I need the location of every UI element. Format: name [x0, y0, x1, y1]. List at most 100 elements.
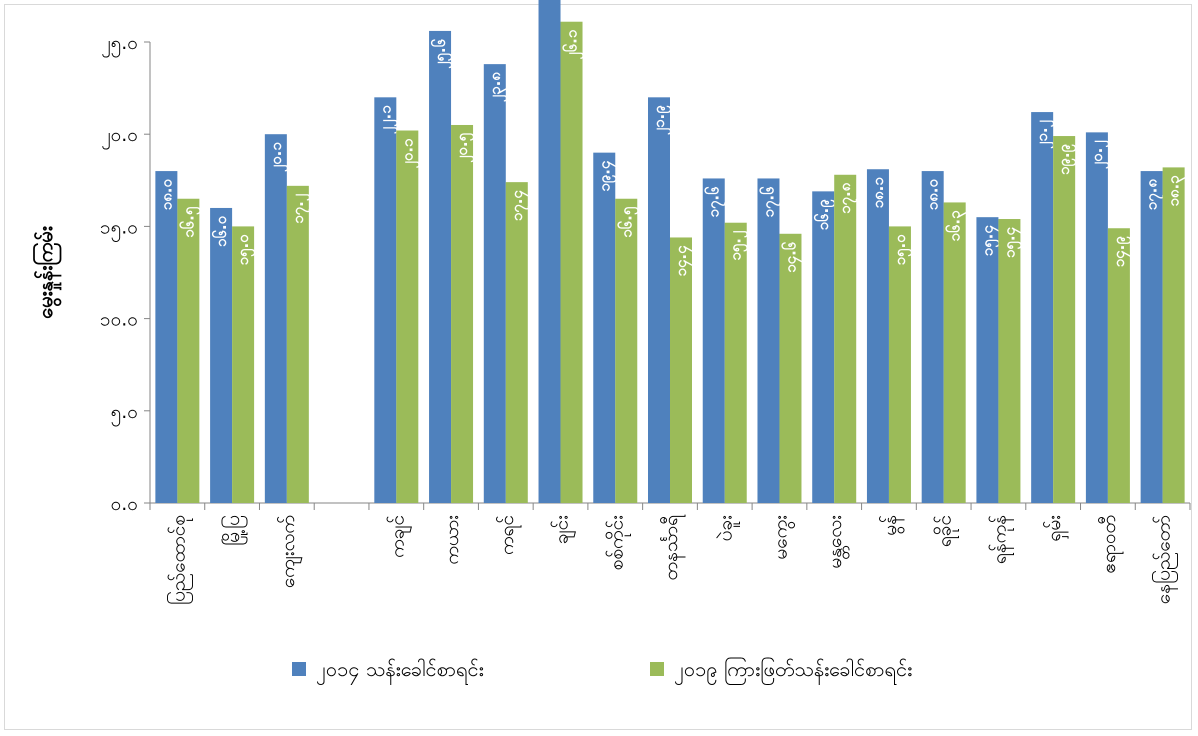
x-category-label: ဧရာဝတီ: [1097, 515, 1124, 574]
data-label: ၂၀.၂: [1088, 140, 1110, 170]
data-label: ၁၆.၃: [945, 210, 968, 242]
bar-series2: [670, 237, 692, 504]
x-category-label: ပဲခူး: [715, 515, 741, 541]
data-label: ၁၇.၈: [836, 182, 858, 214]
data-label: ၁၇.၆: [758, 186, 781, 218]
data-label: ၁၇.၄: [508, 190, 530, 222]
data-label: ၁၅.၄: [978, 225, 1000, 257]
data-label: ၂၀.၁: [267, 142, 289, 173]
bar-series1: [921, 171, 944, 503]
x-category-label: ပြည်ထောင်စု: [165, 515, 193, 605]
bar-series1: [483, 64, 506, 504]
bar-series1: [702, 178, 725, 503]
bar-series1: [429, 30, 452, 503]
bar-series1: [757, 178, 780, 503]
bar-series2: [1162, 167, 1185, 503]
bar-series2: [451, 124, 474, 503]
y-tick-label: ၅.၀: [111, 401, 138, 427]
data-label: ၁၇.၈: [1143, 179, 1165, 211]
data-label: ၁၆.၅: [178, 206, 201, 238]
bar-series1: [648, 97, 670, 503]
x-category-label: တနင်္သာရီ: [659, 514, 686, 581]
x-category-label: ကရင်: [495, 515, 522, 555]
bar-series1: [1140, 171, 1163, 503]
bar-series2: [505, 182, 528, 504]
bar-series2: [724, 222, 747, 503]
data-label: ၁၉.၄: [595, 160, 617, 192]
x-category-label: ရခိုင်: [933, 515, 960, 547]
x-category-label: ကျေးလက်: [276, 515, 303, 588]
x-category-label: မြို့ပြ: [220, 515, 248, 546]
bar-series1: [866, 169, 889, 503]
bar-series1: [1085, 132, 1108, 503]
bar-series2: [998, 219, 1021, 504]
data-label: ၁၈.၃: [1165, 175, 1187, 207]
y-axis-title: မွေးနှုန်းကြမ်း: [32, 226, 62, 319]
bar-series2: [177, 198, 200, 504]
data-label: ၁၇.၆: [704, 186, 727, 218]
data-label: ၁၄.၆: [780, 241, 803, 273]
data-label: ၁၅.၂: [727, 230, 749, 261]
x-category-label: နေပြည်တော်: [1151, 515, 1179, 604]
x-category-label: ချင်း: [550, 515, 577, 544]
legend-swatch-2: [650, 662, 664, 676]
y-tick-label: ၂၀.၀: [101, 124, 138, 150]
data-label: ၂၁.၉: [650, 105, 672, 136]
data-label: ၁၅.၄: [1000, 226, 1022, 258]
data-label: ၁၅.၀: [234, 234, 256, 266]
bar-series1: [976, 217, 999, 503]
y-tick-label: ၁၅.၀: [100, 216, 138, 242]
x-category-label: ရန်ကုန်: [987, 514, 1014, 564]
bar-series2: [888, 226, 911, 503]
bar-series2: [560, 21, 583, 503]
data-label: ၁၇.၂: [289, 193, 311, 224]
chart-frame: [4, 4, 1192, 730]
bar-series2: [1053, 136, 1076, 503]
data-label: ၂၁.၂: [1033, 119, 1055, 149]
bar-series2: [396, 130, 419, 503]
data-label: ၁၆.၀: [211, 215, 230, 247]
data-label: ၁၆.၅: [616, 206, 639, 238]
bar-series1: [155, 171, 178, 503]
x-category-label: မွန်: [878, 514, 905, 535]
data-label: ၂၅.၆: [430, 38, 453, 69]
legend-swatch-1: [292, 662, 306, 676]
data-label: ၁၈.၀: [157, 179, 175, 211]
bar-series2: [615, 198, 638, 504]
bar-series1: [1031, 112, 1054, 504]
y-tick-label: ၂၅.၀: [101, 32, 138, 58]
bar-series1: [812, 191, 835, 503]
data-label: ၁၈.၀: [924, 179, 942, 211]
bar-series1: [593, 152, 616, 503]
x-category-label: မန္တလေး: [824, 515, 850, 569]
bar-series2: [943, 202, 966, 504]
data-label: ၁၈.၁: [869, 177, 887, 209]
x-category-label: စစ်ကိုင်း: [604, 515, 631, 570]
bar-series2: [834, 174, 857, 503]
legend-label-2: ၂၀၁၉ ကြားဖြတ်သန်းခေါင်စာရင်း: [674, 657, 912, 685]
x-category-label: ရှမ်း: [1042, 515, 1069, 542]
bar-series2: [779, 233, 802, 503]
data-label: ၂၂.၁: [376, 105, 398, 134]
bar-series1: [374, 97, 397, 503]
x-category-label: ကယား: [441, 515, 463, 565]
data-label: ၁၆.၉: [813, 199, 836, 231]
bar-series1: [538, 0, 561, 504]
data-label: ၂၀.၅: [453, 132, 475, 163]
bar-series1: [264, 134, 287, 503]
data-label: ၁၅.၀: [891, 234, 913, 266]
bar-series2: [286, 185, 309, 503]
bar-series2: [232, 226, 255, 503]
y-tick-label: ၁၀.၀: [100, 309, 138, 331]
bar-series1: [210, 207, 233, 503]
x-category-label: ကချင်: [385, 515, 412, 558]
data-label: ၂၀.၁: [398, 138, 420, 169]
data-label: ၁၉.၉: [1055, 143, 1077, 175]
data-label: ၁၄.၄: [672, 245, 694, 277]
legend-label-1: ၂၀၁၄ သန်းခေါင်စာရင်း: [316, 657, 484, 685]
data-label: ၂၃.၈: [486, 72, 508, 103]
bar-series2: [1107, 228, 1130, 503]
x-category-label: မကွေး: [769, 515, 795, 560]
y-tick-label: ၀.၀: [111, 493, 138, 515]
